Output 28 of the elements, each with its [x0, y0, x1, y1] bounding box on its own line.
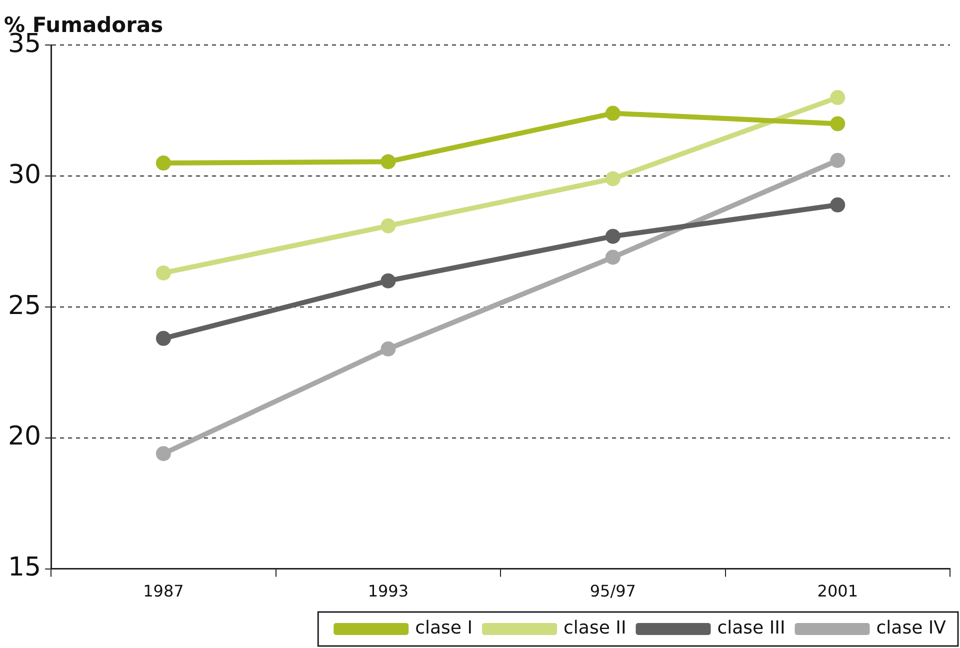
point	[605, 250, 620, 265]
point	[605, 106, 620, 121]
point	[830, 90, 846, 106]
y-tick-label: 25	[8, 290, 42, 321]
x-tick-label: 95/97	[590, 582, 636, 601]
point	[380, 273, 396, 288]
point	[156, 330, 171, 346]
y-tick-label: 30	[8, 160, 42, 190]
point	[156, 446, 171, 462]
x-tick-label: 1993	[368, 582, 409, 601]
point	[156, 156, 171, 171]
x-tick-label: 2001	[817, 582, 858, 601]
legend-label: clase II	[564, 618, 626, 639]
point	[156, 265, 171, 280]
legend-label: clase IV	[876, 618, 947, 639]
y-tick-label: 15	[8, 552, 42, 583]
legend-label: clase I	[415, 618, 473, 639]
legend-label: clase III	[717, 618, 786, 639]
x-tick-label: 1987	[143, 582, 184, 601]
point	[380, 341, 396, 356]
point	[830, 116, 846, 132]
point	[380, 218, 396, 234]
point	[830, 152, 846, 168]
point	[380, 154, 396, 170]
point	[605, 171, 620, 186]
y-tick-label: 20	[8, 422, 42, 452]
point	[830, 197, 846, 212]
point	[605, 228, 620, 244]
